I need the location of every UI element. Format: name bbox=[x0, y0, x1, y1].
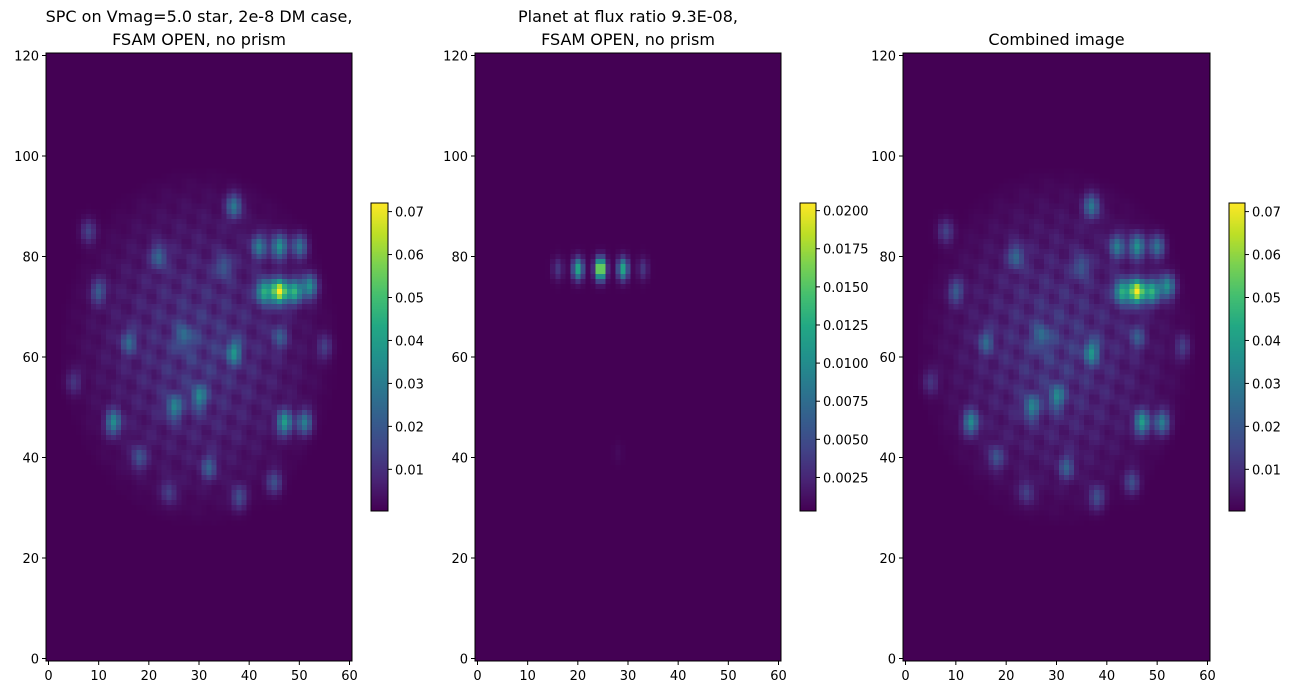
y-tick-label: 0 bbox=[460, 652, 468, 667]
chart-title-line: FSAM OPEN, no prism bbox=[541, 30, 715, 49]
colorbar-tick-label: 0.06 bbox=[1252, 249, 1281, 264]
heatmap-image-2 bbox=[475, 53, 781, 661]
y-tick-label: 0 bbox=[31, 652, 39, 667]
y-tick-label: 60 bbox=[451, 351, 468, 366]
y-tick-label: 80 bbox=[22, 251, 39, 266]
y-tick-label: 80 bbox=[879, 251, 896, 266]
y-tick-label: 120 bbox=[443, 50, 468, 65]
y-tick-label: 20 bbox=[879, 552, 896, 567]
colorbar-tick-label: 0.02 bbox=[395, 420, 424, 435]
colorbar-tick-label: 0.0200 bbox=[823, 205, 869, 220]
colorbar-2: 0.0025 0.0050 0.0075 0.0100 0.0125 0.0150 0.01… bbox=[799, 202, 869, 512]
y-tick-label: 120 bbox=[14, 50, 39, 65]
colorbar-gradient bbox=[800, 203, 816, 511]
colorbar-tick-label: 0.07 bbox=[395, 206, 424, 221]
x-tick-label: 30 bbox=[620, 669, 637, 684]
x-tick-label: 10 bbox=[948, 669, 965, 684]
x-tick-label: 30 bbox=[1048, 669, 1065, 684]
x-tick-label: 20 bbox=[141, 669, 158, 684]
colorbar-tick-label: 0.07 bbox=[1252, 206, 1281, 221]
colorbar-tick-label: 0.0175 bbox=[823, 243, 869, 258]
colorbar-tick-label: 0.0125 bbox=[823, 319, 869, 334]
colorbar-tick-label: 0.03 bbox=[1252, 377, 1281, 392]
y-tick-label: 0 bbox=[888, 652, 896, 667]
colorbar-tick-label: 0.03 bbox=[395, 377, 424, 392]
y-tick-label: 80 bbox=[451, 251, 468, 266]
y-tick-label: 100 bbox=[443, 150, 468, 165]
panel-2: 0 10 20 30 40 50 60 0 20 40 60 80 100 120 Planet at fl… bbox=[443, 7, 868, 684]
x-tick-label: 50 bbox=[720, 669, 737, 684]
colorbar-gradient bbox=[1229, 203, 1245, 511]
y-tick-label: 100 bbox=[871, 150, 896, 165]
colorbar-tick-label: 0.04 bbox=[1252, 334, 1281, 349]
colorbar-tick-label: 0.0100 bbox=[823, 357, 869, 372]
x-tick-label: 50 bbox=[291, 669, 308, 684]
y-tick-label: 60 bbox=[22, 351, 39, 366]
x-tick-label: 0 bbox=[473, 669, 481, 684]
panel-3: 0 10 20 30 40 50 60 0 20 40 60 80 100 120 Combined ima… bbox=[871, 30, 1281, 684]
y-tick-label: 120 bbox=[871, 50, 896, 65]
chart-title-line: Planet at flux ratio 9.3E-08, bbox=[518, 7, 738, 26]
colorbar-tick-label: 0.0025 bbox=[823, 471, 869, 486]
x-tick-label: 0 bbox=[901, 669, 909, 684]
x-tick-label: 40 bbox=[241, 669, 258, 684]
y-tick-label: 20 bbox=[22, 552, 39, 567]
colorbar-tick-label: 0.01 bbox=[395, 463, 424, 478]
x-tick-label: 60 bbox=[770, 669, 787, 684]
x-tick-label: 10 bbox=[90, 669, 107, 684]
colorbar-1: 0.01 0.02 0.03 0.04 0.05 0.06 0.07 bbox=[370, 202, 424, 512]
colorbar-tick-label: 0.01 bbox=[1252, 463, 1281, 478]
x-tick-label: 40 bbox=[670, 669, 687, 684]
x-tick-label: 60 bbox=[1199, 669, 1216, 684]
x-tick-label: 20 bbox=[998, 669, 1015, 684]
x-tick-label: 0 bbox=[44, 669, 52, 684]
colorbar-tick-label: 0.05 bbox=[395, 292, 424, 307]
y-tick-label: 40 bbox=[22, 451, 39, 466]
colorbar-tick-label: 0.06 bbox=[395, 249, 424, 264]
colorbar-frame bbox=[370, 202, 389, 512]
colorbar-frame bbox=[799, 202, 817, 512]
x-tick-label: 30 bbox=[191, 669, 208, 684]
y-tick-label: 60 bbox=[879, 351, 896, 366]
panel-1: 0 10 20 30 40 50 60 0 20 40 60 80 100 120 SPC on Vmag=… bbox=[14, 7, 424, 684]
y-tick-label: 20 bbox=[451, 552, 468, 567]
y-tick-label: 40 bbox=[879, 451, 896, 466]
colorbar-tick-label: 0.0150 bbox=[823, 281, 869, 296]
heatmap-image-1 bbox=[46, 53, 352, 661]
colorbar-frame bbox=[1228, 202, 1246, 512]
colorbar-tick-label: 0.02 bbox=[1252, 420, 1281, 435]
x-tick-label: 50 bbox=[1149, 669, 1166, 684]
x-tick-label: 10 bbox=[519, 669, 536, 684]
colorbar-3: 0.01 0.02 0.03 0.04 0.05 0.06 0.07 bbox=[1228, 202, 1281, 512]
chart-title-line: SPC on Vmag=5.0 star, 2e-8 DM case, bbox=[46, 7, 353, 26]
x-tick-label: 20 bbox=[570, 669, 587, 684]
heatmap-image-3 bbox=[903, 53, 1210, 661]
colorbar-gradient bbox=[371, 203, 388, 511]
colorbar-tick-label: 0.0050 bbox=[823, 433, 869, 448]
x-tick-label: 60 bbox=[341, 669, 358, 684]
x-tick-label: 40 bbox=[1099, 669, 1116, 684]
chart-title-line: Combined image bbox=[988, 30, 1124, 49]
colorbar-tick-label: 0.05 bbox=[1252, 292, 1281, 307]
colorbar-tick-label: 0.04 bbox=[395, 334, 424, 349]
chart-title-line: FSAM OPEN, no prism bbox=[112, 30, 286, 49]
y-tick-label: 100 bbox=[14, 150, 39, 165]
y-tick-label: 40 bbox=[451, 451, 468, 466]
colorbar-tick-label: 0.0075 bbox=[823, 395, 869, 410]
